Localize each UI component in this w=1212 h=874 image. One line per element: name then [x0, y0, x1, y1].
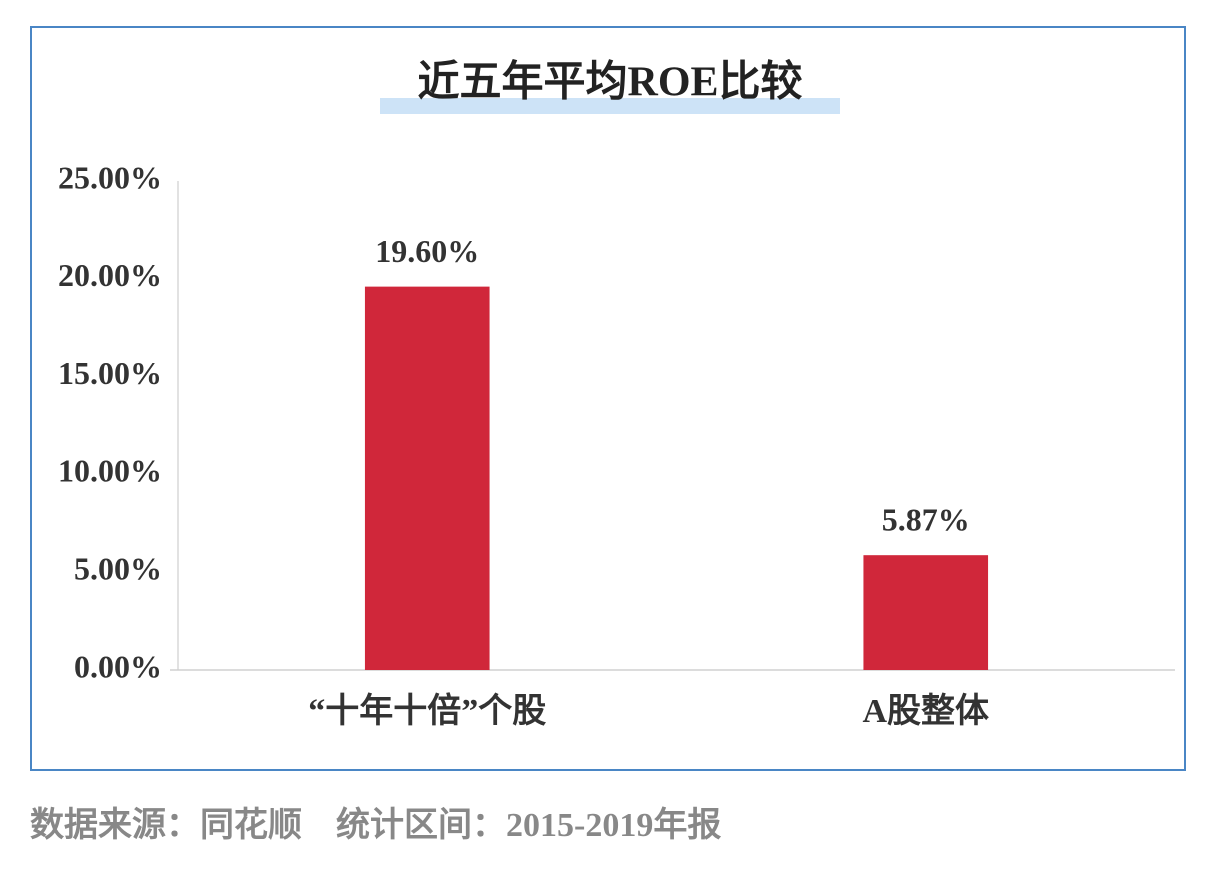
bar [863, 555, 989, 670]
title-highlight [380, 98, 840, 114]
x-tick-label: “十年十倍”个股 [308, 692, 546, 730]
y-tick-label: 20.00% [58, 257, 162, 293]
value-label: 19.60% [375, 233, 479, 269]
y-tick-label: 15.00% [58, 355, 162, 391]
x-tick-label: A股整体 [862, 692, 989, 730]
chart-frame [30, 26, 1186, 771]
source-note: 数据来源：同花顺 统计区间：2015-2019年报 [30, 806, 721, 844]
bar [364, 286, 490, 670]
y-tick-label: 25.00% [58, 159, 162, 195]
chart-title: 近五年平均ROE比较 [417, 59, 802, 106]
y-tick-label: 5.00% [74, 551, 162, 587]
y-tick-label: 0.00% [74, 648, 162, 684]
y-tick-label: 10.00% [58, 453, 162, 489]
value-label: 5.87% [882, 502, 970, 538]
